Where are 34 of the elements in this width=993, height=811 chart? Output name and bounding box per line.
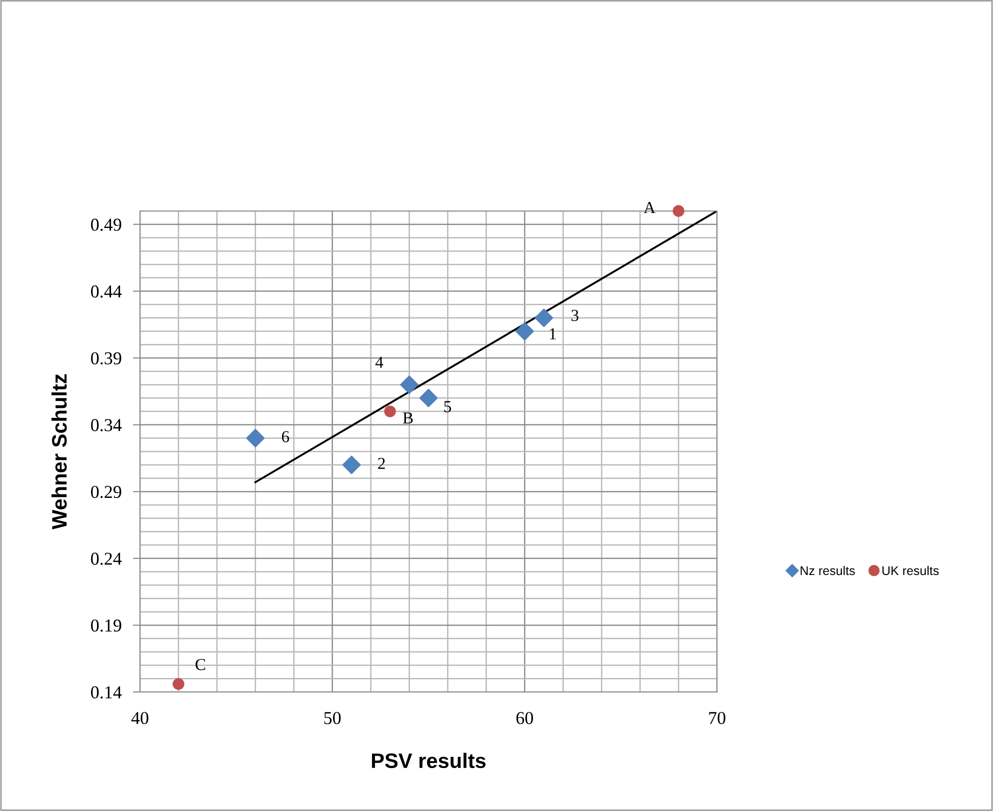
- y-tick-label: 0.24: [91, 552, 122, 565]
- point: [384, 406, 396, 418]
- point: [419, 388, 438, 408]
- x-tick-label: 60: [516, 712, 534, 724]
- annotation: 4: [375, 356, 384, 368]
- x-axis-title: PSV results: [372, 752, 486, 768]
- annotation: 5: [444, 401, 452, 412]
- y-tick-label: 0.14: [91, 686, 122, 699]
- y-tick-label: 0.34: [91, 419, 122, 432]
- y-tick-label: 0.29: [91, 486, 122, 498]
- annotation: 2: [378, 458, 385, 469]
- legend-label: UK results: [882, 566, 939, 576]
- annotation: 1: [550, 328, 556, 340]
- y-tick-label: 0.39: [91, 352, 122, 364]
- y-axis-title: Wehner Schultz: [51, 374, 67, 530]
- point: [672, 205, 684, 217]
- point: [400, 375, 418, 394]
- annotation: C: [196, 658, 206, 670]
- annotation: A: [644, 202, 656, 214]
- y-tick-label: 0.49: [91, 218, 122, 231]
- point: [534, 308, 554, 328]
- point: [246, 428, 265, 448]
- point: [342, 456, 361, 474]
- legend-label: Nz results: [800, 566, 855, 576]
- x-tick-label: 40: [131, 712, 148, 724]
- x-tick-label: 70: [709, 712, 726, 724]
- annotation: 3: [572, 310, 578, 322]
- annotation: B: [402, 412, 413, 424]
- x-tick-label: 50: [324, 712, 341, 724]
- y-tick-label: 0.44: [91, 285, 122, 298]
- point: [172, 678, 184, 690]
- point: [515, 322, 534, 340]
- y-tick-label: 0.19: [91, 619, 122, 632]
- annotation: 6: [282, 431, 290, 442]
